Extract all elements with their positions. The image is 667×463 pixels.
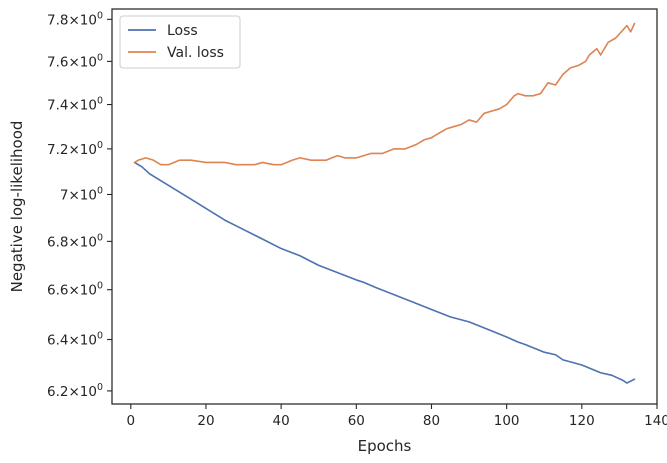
- x-tick-label: 120: [569, 413, 595, 429]
- x-tick-label: 20: [197, 413, 214, 429]
- series-layer: [133, 22, 636, 384]
- y-tick-label: 6.4×100: [47, 331, 103, 349]
- x-tick-label: 0: [126, 413, 135, 429]
- y-tick-label: 6.2×100: [47, 382, 103, 400]
- x-tick-label: 140: [644, 413, 667, 429]
- legend-box: [119, 15, 241, 69]
- y-tick-label: 7.4×100: [47, 96, 103, 114]
- y-tick-label: 7×100: [60, 185, 103, 203]
- y-tick-label: 7.6×100: [47, 52, 103, 70]
- x-tick-label: 60: [348, 413, 365, 429]
- legend-label: Loss: [167, 23, 198, 39]
- legend-label: Val. loss: [167, 45, 224, 61]
- y-axis: 6.2×100 6.4×100 6.6×100 6.8×100 7×100 7.2×100…: [47, 10, 112, 400]
- x-tick-label: 100: [494, 413, 520, 429]
- y-tick-label: 6.8×100: [47, 232, 103, 250]
- legend: Loss Val. loss: [119, 15, 241, 69]
- x-axis: 0 20 40 60 80 100 120 140: [126, 404, 667, 429]
- x-tick-label: 80: [423, 413, 440, 429]
- x-axis-title: Epochs: [358, 437, 412, 455]
- y-tick-label: 6.6×100: [47, 281, 103, 299]
- series-line-loss: [133, 161, 636, 384]
- y-axis-title: Negative log-likelihood: [8, 121, 26, 293]
- series-line-val-loss: [133, 22, 636, 166]
- y-tick-label: 7.2×100: [47, 140, 103, 158]
- plot-frame: [111, 8, 658, 405]
- y-tick-label: 7.8×100: [47, 10, 103, 28]
- x-tick-label: 40: [273, 413, 290, 429]
